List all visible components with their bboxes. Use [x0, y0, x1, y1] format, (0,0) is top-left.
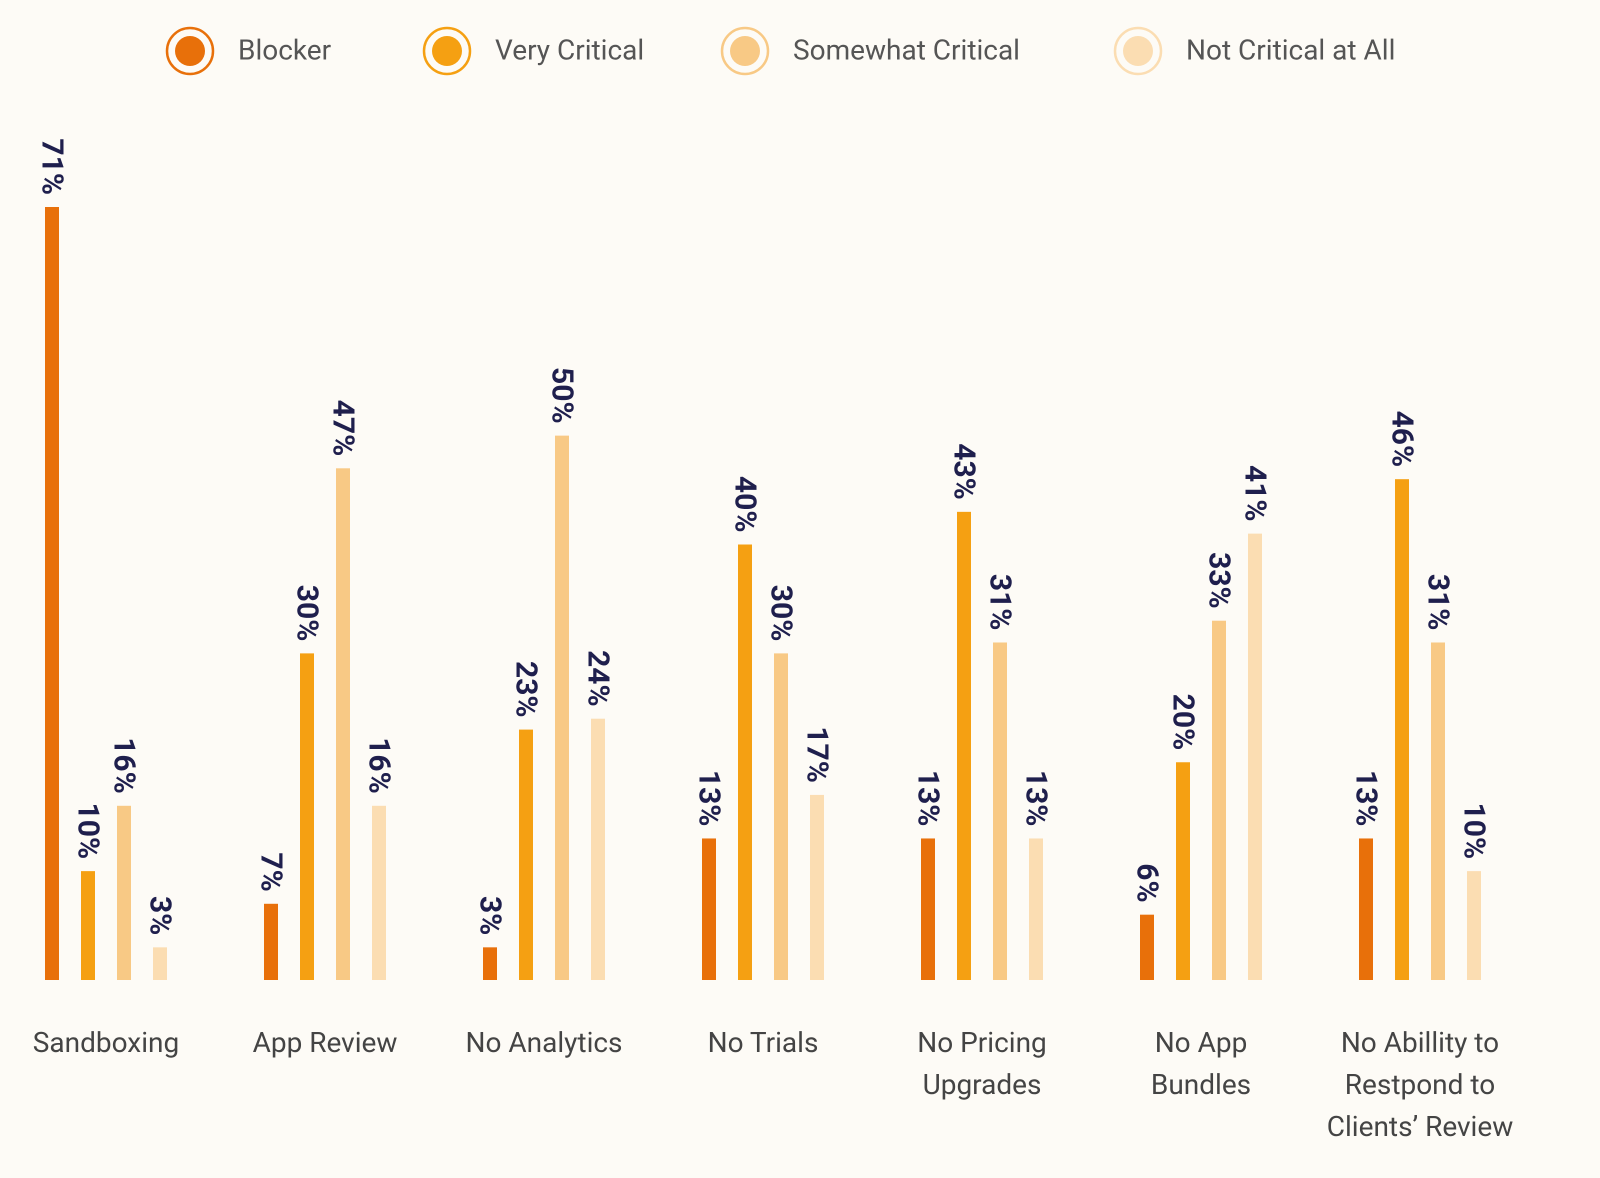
value-label: 13% — [1349, 770, 1384, 827]
legend-ring — [720, 26, 770, 76]
value-label: 50% — [545, 367, 580, 424]
bar — [336, 468, 350, 980]
value-label: 10% — [1457, 803, 1492, 860]
bar — [921, 838, 935, 980]
bar — [1176, 762, 1190, 980]
legend-marker — [432, 36, 462, 66]
value-label: 33% — [1202, 552, 1237, 609]
bar — [1395, 479, 1409, 980]
bar — [993, 642, 1007, 980]
category-label: No Analytics — [465, 1026, 623, 1059]
bar — [1248, 533, 1262, 980]
category-label: No Pricing Upgrades — [917, 1026, 1047, 1101]
bar — [519, 729, 533, 980]
value-label: 46% — [1385, 411, 1420, 468]
value-label: 47% — [326, 400, 361, 457]
bar — [81, 871, 95, 980]
category-label: No App Bundles — [1150, 1026, 1252, 1101]
bar — [738, 544, 752, 980]
bar — [153, 947, 167, 980]
category-label: Sandboxing — [32, 1026, 180, 1059]
category-label: No Abillity to Restpond to Clients’ Revi… — [1326, 1026, 1514, 1143]
legend-label: Somewhat Critical — [793, 33, 1020, 66]
legend-marker — [1123, 36, 1153, 66]
legend-marker — [175, 36, 205, 66]
legend-ring — [422, 26, 472, 76]
category-label: No Trials — [707, 1026, 819, 1059]
legend-label: Not Critical at All — [1186, 33, 1395, 66]
bar — [1029, 838, 1043, 980]
bar — [591, 718, 605, 980]
legend-ring — [1113, 26, 1163, 76]
value-label: 10% — [71, 803, 106, 860]
legend-ring — [165, 26, 215, 76]
value-label: 6% — [1130, 863, 1165, 902]
value-label: 13% — [911, 770, 946, 827]
bar — [957, 511, 971, 980]
bar — [1467, 871, 1481, 980]
legend-label: Very Critical — [495, 33, 644, 66]
value-label: 40% — [728, 476, 763, 533]
bar — [774, 653, 788, 980]
bar — [483, 947, 497, 980]
bar — [264, 903, 278, 980]
value-label: 41% — [1238, 465, 1273, 522]
bar — [1212, 620, 1226, 980]
bar — [372, 805, 386, 980]
bar — [810, 794, 824, 980]
value-label: 3% — [143, 896, 178, 935]
bar — [300, 653, 314, 980]
value-label: 17% — [800, 726, 835, 783]
value-label: 16% — [362, 737, 397, 794]
value-label: 30% — [290, 585, 325, 642]
legend-label: Blocker — [238, 33, 332, 66]
value-label: 71% — [35, 138, 70, 195]
value-label: 16% — [107, 737, 142, 794]
value-label: 13% — [1019, 770, 1054, 827]
bar — [1359, 838, 1373, 980]
bar — [1140, 914, 1154, 980]
bar — [555, 435, 569, 980]
legend-marker — [730, 36, 760, 66]
value-label: 31% — [983, 574, 1018, 631]
value-label: 24% — [581, 650, 616, 707]
value-label: 30% — [764, 585, 799, 642]
value-label: 3% — [473, 896, 508, 935]
bar — [1431, 642, 1445, 980]
bar — [45, 207, 59, 980]
value-label: 20% — [1166, 694, 1201, 751]
value-label: 43% — [947, 443, 982, 500]
category-label: App Review — [252, 1026, 398, 1059]
value-label: 13% — [692, 770, 727, 827]
bar — [702, 838, 716, 980]
value-label: 7% — [254, 852, 289, 891]
value-label: 23% — [509, 661, 544, 718]
value-label: 31% — [1421, 574, 1456, 631]
bar — [117, 805, 131, 980]
